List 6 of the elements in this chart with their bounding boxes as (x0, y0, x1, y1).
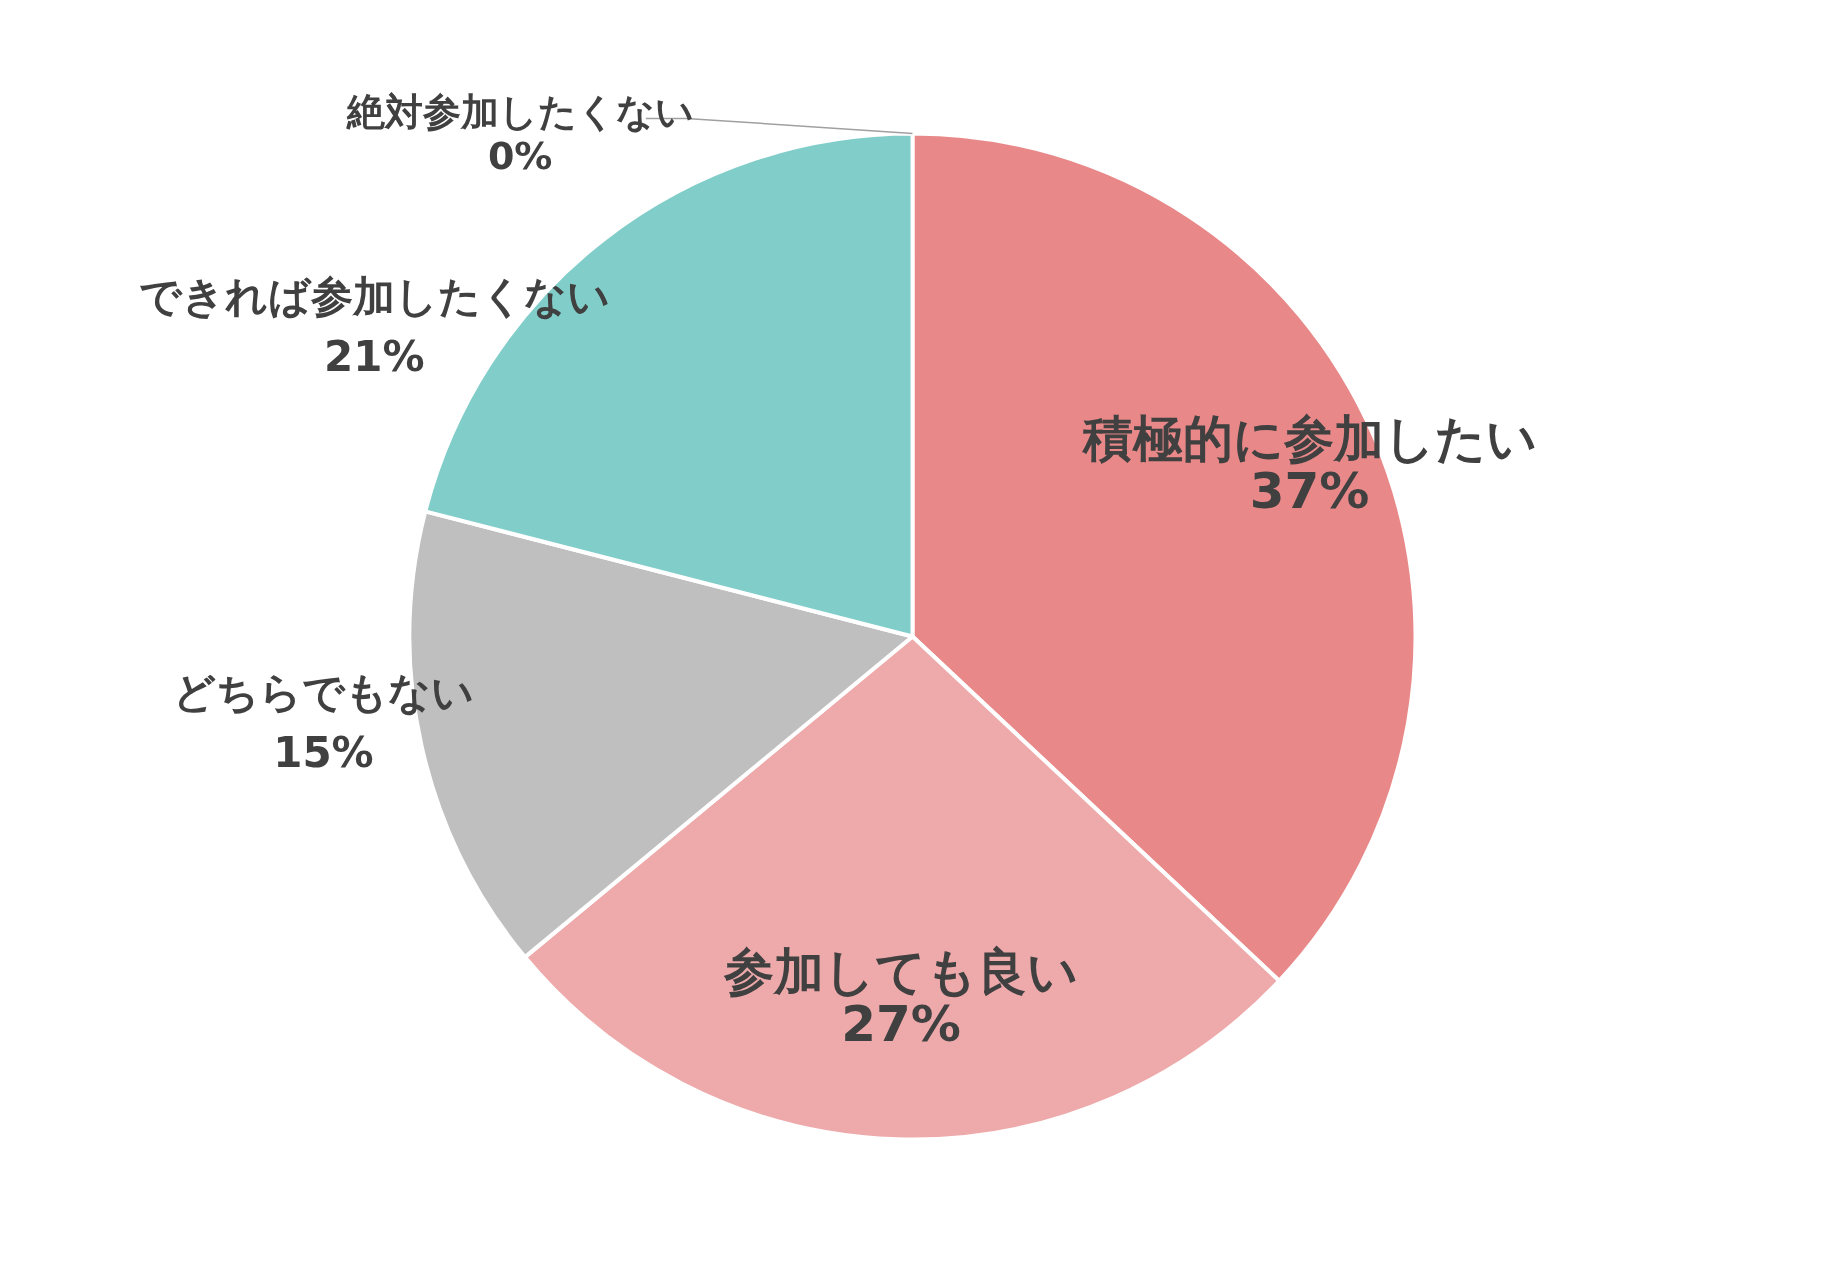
data-label: 15% (273, 727, 374, 777)
category-label: 絶対参加したくない (346, 89, 694, 134)
slice-label: どちらでもない (172, 667, 474, 717)
data-label: 21% (324, 331, 425, 381)
slice-label: 参加しても良い (723, 943, 1079, 1002)
text: 0% (487, 133, 553, 178)
